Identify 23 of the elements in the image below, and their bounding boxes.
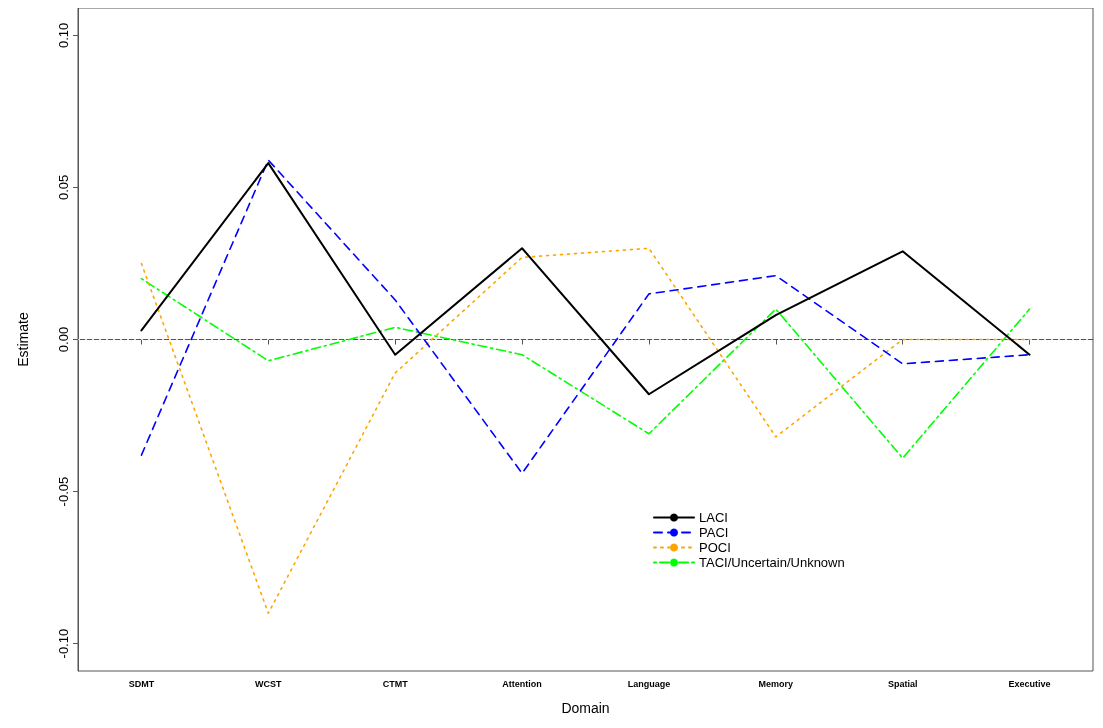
line-series	[140, 247, 1031, 615]
legend-label: POCI	[699, 540, 731, 555]
x-tick-label: Memory	[758, 678, 794, 689]
legend-label: PACI	[699, 525, 729, 540]
y-tick-label: 0.10	[56, 22, 71, 49]
line-series	[140, 159, 1031, 475]
y-tick-label: 0.05	[56, 174, 71, 201]
y-tick-label: -0.10	[56, 628, 71, 659]
y-tick-label: -0.05	[56, 476, 71, 507]
y-axis-title: Estimate	[15, 312, 31, 367]
line-series	[140, 277, 1031, 459]
x-tick-label: Spatial	[887, 678, 918, 689]
line-series	[140, 162, 1031, 396]
legend-label: TACI/Uncertain/Unknown	[699, 555, 845, 570]
y-tick-label: 0.00	[56, 326, 71, 353]
x-tick-label: Executive	[1008, 678, 1051, 689]
x-tick-label: Attention	[502, 678, 542, 689]
x-tick-label: SDMT	[128, 678, 155, 689]
x-tick-label: Language	[627, 678, 671, 689]
x-tick-label: CTMT	[382, 678, 409, 689]
legend-label: LACI	[699, 510, 728, 525]
x-tick-label: WCST	[255, 678, 283, 689]
x-axis-title: Domain	[561, 700, 610, 716]
